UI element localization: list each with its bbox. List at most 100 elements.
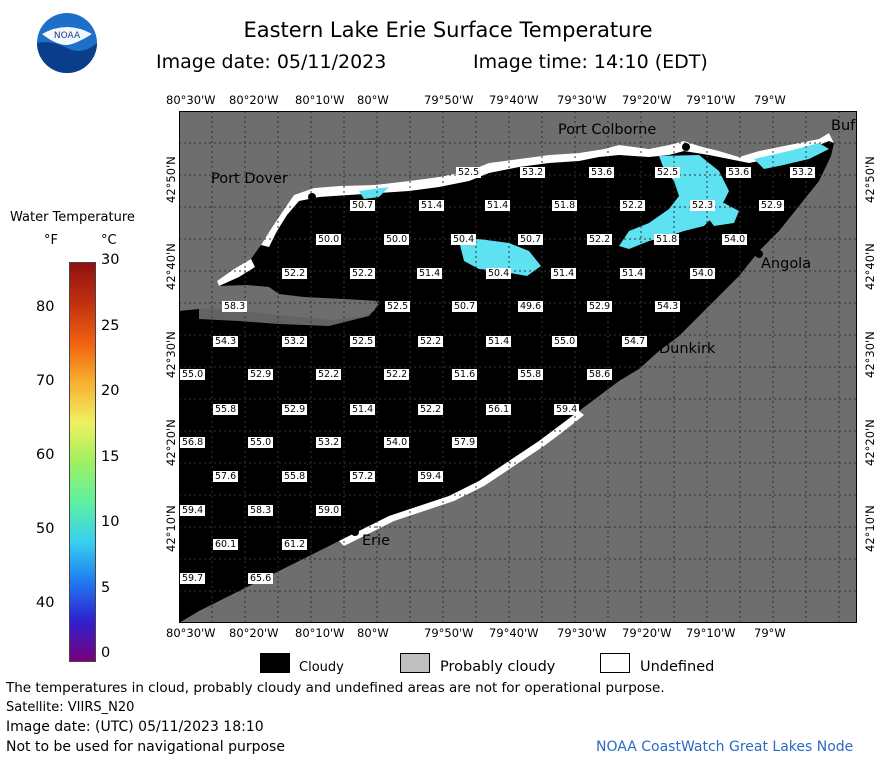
temp-label: 54.3 xyxy=(655,301,680,312)
temp-label: 57.2 xyxy=(350,471,375,482)
lat-label: 42°50'N xyxy=(164,156,178,203)
temp-label: 50.0 xyxy=(384,234,409,245)
image-date: Image date: 05/11/2023 xyxy=(156,51,386,73)
temp-label: 52.2 xyxy=(620,200,645,211)
lat-label: 42°30'N xyxy=(164,331,178,378)
temp-label: 53.2 xyxy=(316,437,341,448)
legend-probably-cloudy-label: Probably cloudy xyxy=(440,659,555,675)
temp-label: 55.0 xyxy=(180,369,205,380)
temp-label: 52.9 xyxy=(282,404,307,415)
lon-label: 79°30'W xyxy=(557,626,607,640)
scale-title: Water Temperature xyxy=(10,210,135,225)
lat-label: 42°40'N xyxy=(863,243,877,290)
temp-label: 59.0 xyxy=(316,505,341,516)
temp-label: 52.5 xyxy=(385,301,410,312)
scale-f-tick: 50 xyxy=(36,521,54,537)
temp-label: 57.9 xyxy=(452,437,477,448)
place-port-dover: Port Dover xyxy=(211,171,288,187)
scale-c-tick: 15 xyxy=(101,449,119,465)
port-dover-dot xyxy=(308,193,316,201)
temp-label: 52.2 xyxy=(418,336,443,347)
temp-label: 50.7 xyxy=(350,200,375,211)
temp-label: 54.0 xyxy=(384,437,409,448)
lon-label: 79°40'W xyxy=(489,93,539,107)
legend-undefined-label: Undefined xyxy=(640,659,714,675)
scale-f-tick: 40 xyxy=(36,595,54,611)
lon-label: 79°30'W xyxy=(557,93,607,107)
temp-label: 56.1 xyxy=(486,404,511,415)
scale-unit-c: °C xyxy=(101,233,117,248)
place-buffalo: Buf xyxy=(831,118,855,134)
scale-f-tick: 70 xyxy=(36,373,54,389)
lon-label: 80°30'W xyxy=(166,626,216,640)
temp-label: 59.4 xyxy=(418,471,443,482)
lon-label: 79°50'W xyxy=(424,93,474,107)
temp-label: 52.2 xyxy=(587,234,612,245)
temp-label: 50.4 xyxy=(486,268,511,279)
lat-label: 42°50'N xyxy=(863,156,877,203)
map xyxy=(179,111,857,623)
color-bar xyxy=(69,262,96,662)
temp-label: 55.8 xyxy=(213,404,238,415)
lon-label: 80°20'W xyxy=(229,93,279,107)
temp-label: 54.7 xyxy=(622,336,647,347)
temp-label: 52.9 xyxy=(248,369,273,380)
temp-label: 50.7 xyxy=(518,234,543,245)
temp-label: 58.3 xyxy=(248,505,273,516)
temp-label: 55.0 xyxy=(552,336,577,347)
dunkirk-dot xyxy=(648,339,656,347)
temp-label: 51.4 xyxy=(419,200,444,211)
scale-c-tick: 30 xyxy=(101,252,119,268)
temp-label: 52.3 xyxy=(690,200,715,211)
temp-label: 53.2 xyxy=(282,336,307,347)
temp-label: 51.4 xyxy=(350,404,375,415)
lat-label: 42°20'N xyxy=(863,419,877,466)
temp-label: 52.2 xyxy=(418,404,443,415)
scale-f-tick: 80 xyxy=(36,299,54,315)
lon-label: 80°20'W xyxy=(229,626,279,640)
temp-label: 60.1 xyxy=(213,539,238,550)
scale-c-tick: 5 xyxy=(101,580,110,596)
temp-label: 55.8 xyxy=(282,471,307,482)
temp-label: 59.4 xyxy=(180,505,205,516)
temp-label: 52.2 xyxy=(282,268,307,279)
temp-label: 53.6 xyxy=(589,167,614,178)
temp-label: 52.9 xyxy=(587,301,612,312)
lon-label: 79°20'W xyxy=(622,93,672,107)
place-angola: Angola xyxy=(761,256,811,272)
lon-label: 79°10'W xyxy=(686,93,736,107)
utc-date: Image date: (UTC) 05/11/2023 18:10 xyxy=(6,719,264,735)
scale-c-tick: 10 xyxy=(101,514,119,530)
temp-label: 52.5 xyxy=(456,167,481,178)
lon-label: 79°50'W xyxy=(424,626,474,640)
temp-label: 52.2 xyxy=(384,369,409,380)
temp-label: 55.8 xyxy=(518,369,543,380)
temp-label: 52.5 xyxy=(655,167,680,178)
lon-label: 79°10'W xyxy=(686,626,736,640)
temp-label: 58.6 xyxy=(587,369,612,380)
temp-label: 52.2 xyxy=(316,369,341,380)
temp-label: 55.0 xyxy=(248,437,273,448)
lon-label: 80°W xyxy=(357,626,389,640)
page-title: Eastern Lake Erie Surface Temperature xyxy=(0,18,896,42)
temp-label: 52.9 xyxy=(759,200,784,211)
temp-label: 53.2 xyxy=(790,167,815,178)
scale-f-tick: 60 xyxy=(36,447,54,463)
temp-label: 54.0 xyxy=(690,268,715,279)
temp-label: 59.4 xyxy=(554,404,579,415)
temp-label: 61.2 xyxy=(282,539,307,550)
lat-label: 42°30'N xyxy=(863,331,877,378)
place-dunkirk: Dunkirk xyxy=(659,341,715,357)
temp-label: 51.4 xyxy=(620,268,645,279)
temp-label: 50.0 xyxy=(316,234,341,245)
lat-label: 42°20'N xyxy=(164,419,178,466)
temp-label: 49.6 xyxy=(518,301,543,312)
nav-warning: Not to be used for navigational purpose xyxy=(6,739,285,755)
lon-label: 79°W xyxy=(754,626,786,640)
temp-label: 52.2 xyxy=(350,268,375,279)
lon-label: 79°W xyxy=(754,93,786,107)
temp-label: 51.6 xyxy=(452,369,477,380)
scale-c-tick: 25 xyxy=(101,318,119,334)
erie-dot xyxy=(351,528,359,536)
temp-label: 51.8 xyxy=(552,200,577,211)
